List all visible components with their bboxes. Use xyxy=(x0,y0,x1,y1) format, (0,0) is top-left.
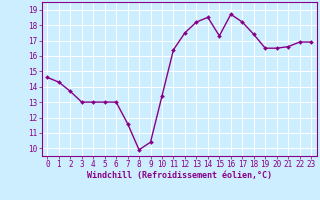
X-axis label: Windchill (Refroidissement éolien,°C): Windchill (Refroidissement éolien,°C) xyxy=(87,171,272,180)
